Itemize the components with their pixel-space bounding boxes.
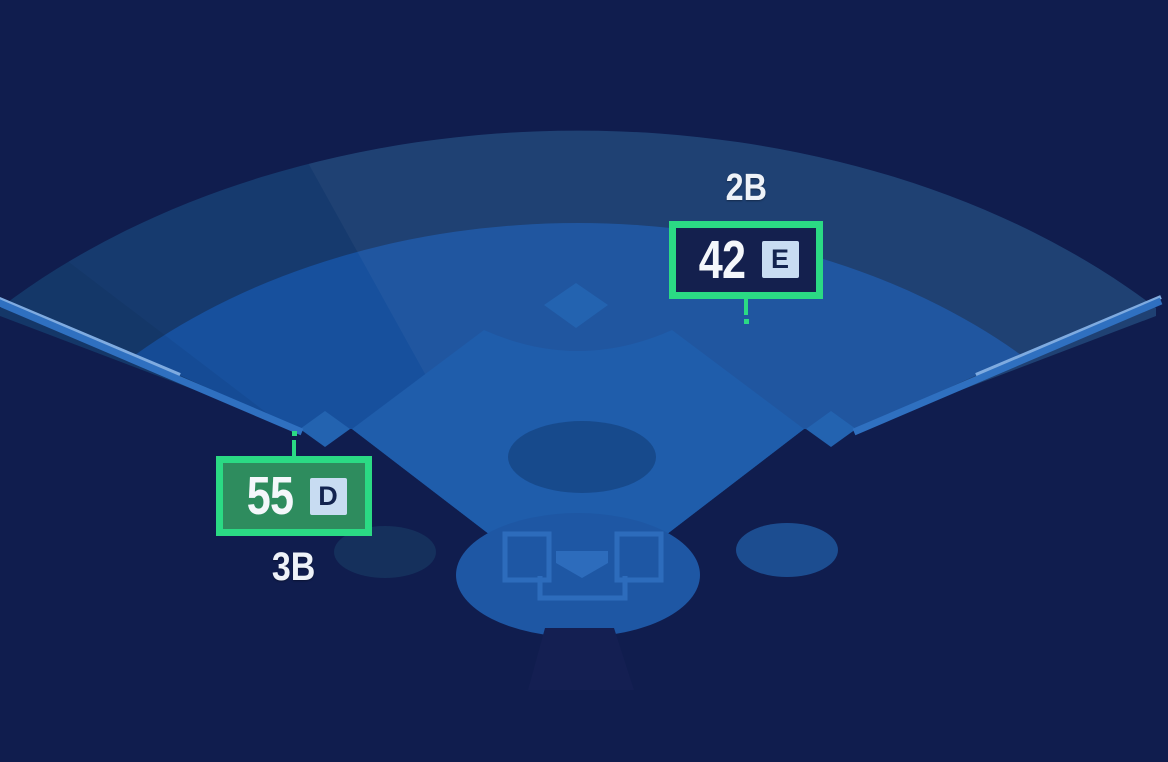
position-marker-3b[interactable]: 55 D 3B xyxy=(216,431,372,589)
foul-line-highlight-right xyxy=(975,295,1162,377)
home-plate xyxy=(556,551,608,578)
marker-pointer-3b xyxy=(291,431,297,456)
marker-pointer-2b xyxy=(743,298,749,324)
player-rating-badge-3b[interactable]: 55 D xyxy=(216,456,372,536)
position-label-text: 3B xyxy=(272,545,316,589)
player-grade-chip: E xyxy=(761,241,799,279)
first-base xyxy=(806,411,856,447)
catchers-box xyxy=(537,576,628,601)
on-deck-circle-right xyxy=(736,523,838,577)
second-base xyxy=(544,283,608,328)
player-rating-badge-2b[interactable]: 42 E xyxy=(669,220,823,299)
foul-line-left xyxy=(0,299,304,436)
pitchers-mound xyxy=(508,421,656,493)
pointer-dot xyxy=(291,431,297,436)
pointer-line xyxy=(292,440,296,456)
player-rating-value: 55 xyxy=(247,466,294,526)
player-rating-value: 42 xyxy=(699,229,746,290)
position-label-text: 2B xyxy=(725,167,767,209)
position-label-3b: 3B xyxy=(268,545,319,589)
foul-line-right xyxy=(852,297,1163,436)
position-label-2b: 2B xyxy=(722,167,771,210)
player-grade-chip: D xyxy=(309,477,347,515)
on-deck-circle-left xyxy=(334,526,436,578)
pointer-line xyxy=(744,298,748,315)
third-base xyxy=(300,411,350,447)
pointer-dot xyxy=(743,318,749,324)
backstop-walkway xyxy=(528,628,634,690)
foul-line-highlight-left xyxy=(0,296,181,377)
position-marker-2b[interactable]: 2B 42 E xyxy=(669,167,823,324)
batter-box-right xyxy=(614,531,664,583)
batter-box-left xyxy=(502,531,552,583)
